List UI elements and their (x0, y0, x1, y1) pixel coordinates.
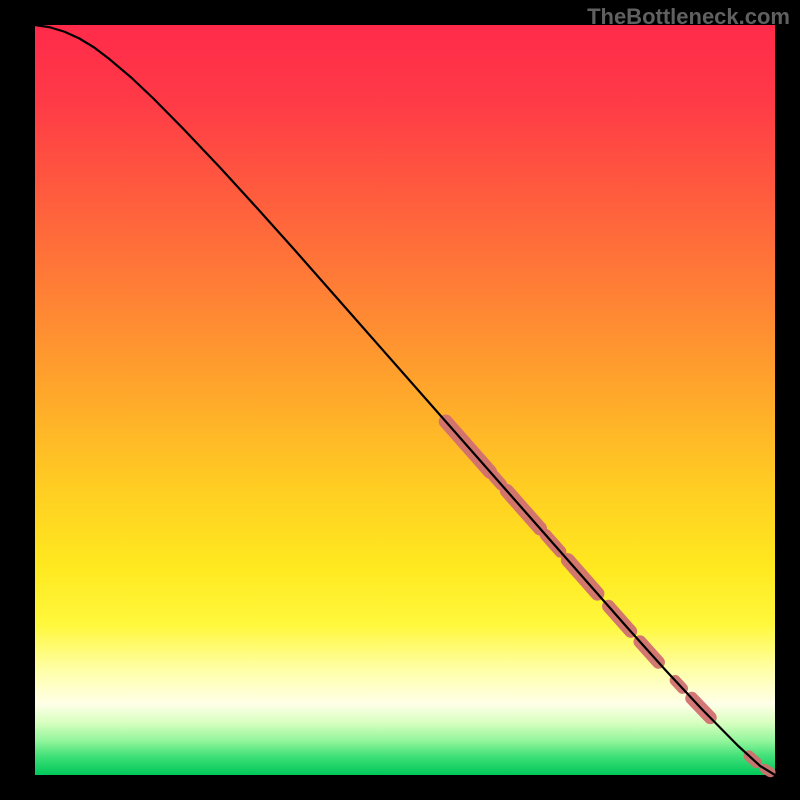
chart-root: TheBottleneck.com (0, 0, 800, 800)
watermark-text: TheBottleneck.com (587, 4, 790, 30)
chart-svg (0, 0, 800, 800)
